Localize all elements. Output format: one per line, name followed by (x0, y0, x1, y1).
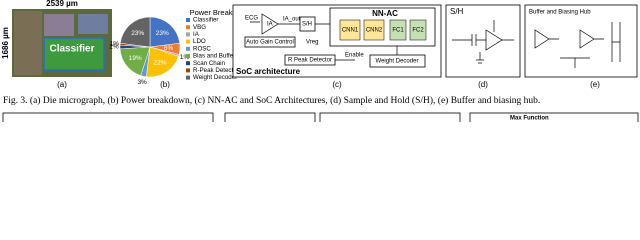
buffer-frame (524, 4, 638, 78)
cnn1-box (339, 19, 361, 41)
die-micrograph: 2539 µm 1686 µm Classifier (a) (1, 0, 112, 89)
pie-chart: Power Breakdown (b) 23% Classifier 6% VBG 1%… (109, 8, 250, 89)
legend-swatch (186, 25, 190, 30)
ia-out-label: IA_out (283, 17, 301, 23)
value-label: 23% (156, 30, 169, 37)
fc2-label: FC2 (412, 28, 424, 34)
legend-swatch (186, 32, 190, 37)
pie-slice (145, 46, 179, 78)
value-label: 19% (129, 55, 142, 62)
legend-swatch (186, 39, 190, 44)
height-label: 1686 µm (1, 27, 10, 59)
cnn2-box (363, 19, 385, 41)
fc1-label: FC1 (392, 28, 404, 34)
value-label: 2% (109, 44, 119, 51)
strip-label: Max Function (510, 116, 549, 122)
chart-title: Power Breakdown (190, 8, 251, 17)
decoder-box (369, 54, 426, 68)
decoder-label: Weight Decoder (376, 59, 419, 65)
nn-title: NN-AC (372, 9, 398, 18)
fc1-box (389, 19, 407, 41)
soc-diagram: SoC architecture ECG IA IA_out S/H Auto … (232, 4, 442, 89)
legend-swatch (186, 75, 190, 80)
legend-swatch (186, 54, 190, 58)
circuit-wires (452, 20, 514, 64)
legend-swatch (186, 46, 190, 51)
enable-label: Enable (345, 53, 364, 59)
sh-title: S/H (450, 7, 464, 16)
ia-symbol (250, 13, 279, 35)
legend-swatch (186, 18, 190, 22)
buffer-title: Buffer and Biasing Hub (529, 10, 591, 16)
circuit-wires (534, 22, 621, 68)
die-block (78, 14, 108, 34)
panel-tag: (a) (57, 80, 67, 89)
figure: 2539 µm 1686 µm Classifier (a) Power Bre… (1, 0, 639, 122)
legend-label: LDO (193, 38, 206, 45)
legend-label: Scan Chain (193, 60, 226, 67)
classifier-block (43, 37, 105, 71)
die-block (44, 14, 74, 36)
panel-tag: (b) (160, 80, 170, 89)
panel-tag: (d) (478, 80, 488, 89)
sh-label: S/H (302, 22, 312, 28)
value-label: 23% (131, 30, 144, 37)
legend-label: R-Peak Detector (193, 67, 239, 74)
legend-swatch (186, 61, 190, 66)
block-label: Classifier (49, 44, 94, 55)
value-label: 3% (137, 79, 147, 86)
soc-label: SoC architecture (236, 67, 301, 76)
legend-label: IA (193, 31, 200, 38)
fc2-box (409, 19, 427, 41)
agc-box (244, 36, 296, 48)
strip-box (224, 112, 316, 122)
panel-tag: (e) (590, 80, 600, 89)
vreg-label: Vreg (306, 40, 318, 46)
buffer-schematic: Buffer and Biasing Hub (e) (524, 4, 638, 89)
next-figure-strip: Max Function (2, 112, 639, 122)
ia-label: IA (267, 22, 273, 28)
strip-box (469, 112, 639, 122)
value-label: 1% (109, 40, 119, 47)
input-label: ECG (245, 16, 258, 22)
cnn2-label: CNN2 (366, 28, 383, 34)
legend-label: Classifier (193, 17, 218, 24)
agc-label: Auto Gain Control (246, 40, 294, 46)
panel-tag: (c) (332, 80, 342, 89)
sh-schematic: S/H (d) (445, 4, 521, 89)
legend-swatch (186, 68, 190, 73)
pie-slice (149, 16, 181, 48)
cnn1-label: CNN1 (342, 28, 359, 34)
legend-label: Bias and Buffer (193, 53, 235, 60)
rpeak-label: R Peak Detector (288, 58, 332, 64)
strip-box (319, 112, 461, 122)
value-label: 6% (164, 45, 174, 52)
die-block (14, 11, 42, 75)
width-label: 2539 µm (46, 0, 78, 8)
wire (315, 23, 355, 61)
value-label: 1% (180, 54, 190, 61)
pie-slice (119, 16, 151, 48)
value-label: 22% (153, 59, 166, 66)
strip-box (2, 112, 214, 122)
caption: Fig. 3. (a) Die micrograph, (b) Power br… (3, 95, 540, 106)
legend-label: VBG (193, 24, 206, 31)
legend-label: ROSC (193, 45, 211, 52)
legend-label: Weight Decoder (193, 74, 237, 81)
sh-frame (445, 4, 521, 78)
